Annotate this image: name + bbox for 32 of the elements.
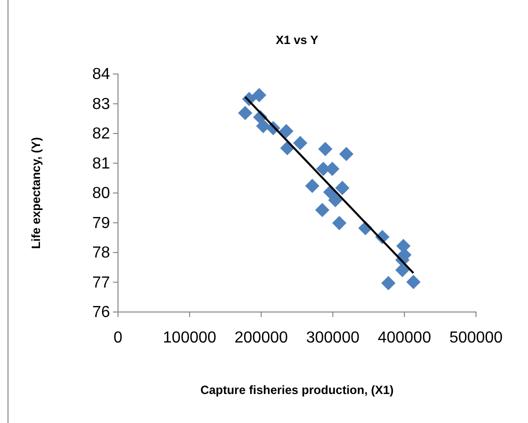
y-tick-label: 80 xyxy=(92,185,110,202)
point xyxy=(315,202,330,218)
point xyxy=(332,216,346,230)
y-tick-label: 84 xyxy=(92,66,110,84)
point xyxy=(256,118,270,134)
y-tick-label: 82 xyxy=(92,126,110,143)
x-tick-label: 400000 xyxy=(378,329,432,346)
y-tick-label: 79 xyxy=(92,214,110,232)
y-axis-title: Life expectancy, (Y) xyxy=(29,137,43,249)
y-tick-label: 81 xyxy=(92,155,110,172)
point xyxy=(339,146,354,162)
point xyxy=(406,274,421,290)
x-tick-label: 500000 xyxy=(449,329,503,346)
x-tick-label: 300000 xyxy=(306,329,360,346)
point xyxy=(279,124,294,138)
point xyxy=(252,88,266,102)
y-tick-label: 78 xyxy=(92,244,110,262)
x-tick-label: 100000 xyxy=(162,329,216,346)
point xyxy=(238,106,252,120)
x-axis-title: Capture fisheries production, (X1) xyxy=(200,383,394,397)
x-tick-label: 0 xyxy=(114,329,123,346)
point xyxy=(305,178,320,193)
point xyxy=(318,142,332,156)
y-tick-label: 83 xyxy=(92,96,110,113)
point xyxy=(293,136,308,150)
point xyxy=(328,193,342,208)
x-tick-label: 200000 xyxy=(234,329,288,346)
y-tick-label: 77 xyxy=(92,274,110,292)
y-tick-label: 76 xyxy=(92,304,110,322)
chart-title: X1 vs Y xyxy=(276,33,318,47)
point xyxy=(335,180,350,196)
point xyxy=(381,276,396,290)
